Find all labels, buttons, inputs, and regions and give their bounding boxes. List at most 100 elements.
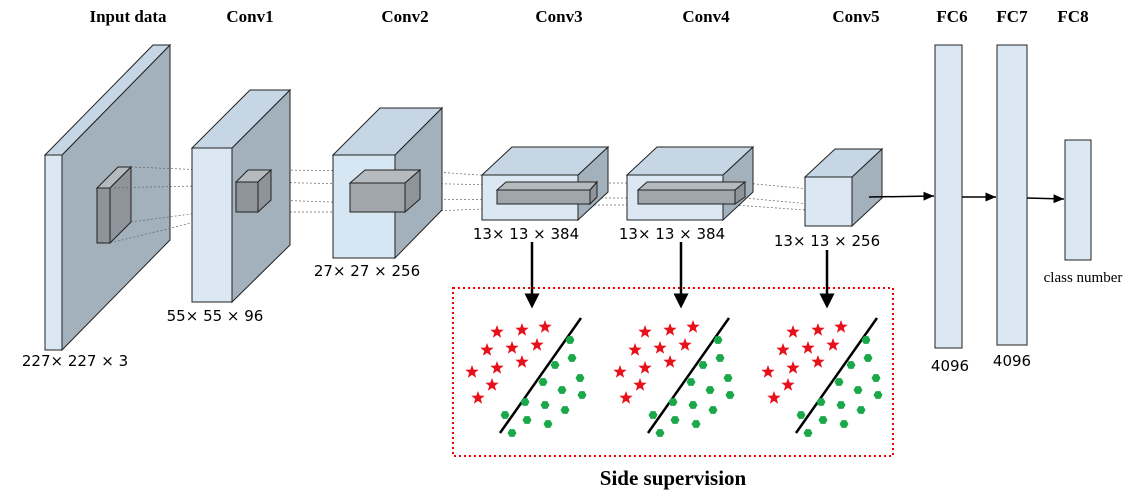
star <box>638 361 651 374</box>
conv3-block <box>482 147 608 220</box>
hexagon <box>874 391 883 399</box>
hexagon <box>551 361 560 369</box>
fc8-block <box>1065 140 1091 260</box>
hexagon <box>501 411 510 419</box>
hexagon <box>541 401 550 409</box>
hexagon <box>835 378 844 386</box>
hexagon <box>669 398 678 406</box>
star <box>678 338 691 351</box>
layer-size: 13× 13 × 384 <box>619 225 725 243</box>
hexagon <box>699 361 708 369</box>
hexagon <box>687 378 696 386</box>
star <box>781 378 794 391</box>
hexagon <box>544 420 553 428</box>
layer-title: Conv1 <box>226 7 273 26</box>
hexagon <box>726 391 735 399</box>
hexagon <box>840 420 849 428</box>
star <box>485 378 498 391</box>
hexagon <box>689 401 698 409</box>
hexagon <box>671 416 680 424</box>
hexagon <box>508 429 517 437</box>
hexagon <box>847 361 856 369</box>
hexagon <box>854 386 863 394</box>
side-supervision-box <box>453 288 893 456</box>
star <box>834 320 847 333</box>
star <box>538 320 551 333</box>
hexagon <box>521 398 530 406</box>
star <box>515 323 528 336</box>
arrow <box>1027 198 1064 199</box>
star <box>490 361 503 374</box>
star <box>761 365 774 378</box>
star <box>465 365 478 378</box>
conv2-block <box>333 108 442 258</box>
star <box>826 338 839 351</box>
star <box>686 320 699 333</box>
layer-size: class number <box>1044 270 1123 286</box>
layer-size: 13× 13 × 384 <box>473 225 579 243</box>
layer-title: Conv5 <box>832 7 879 26</box>
side-supervision-label: Side supervision <box>600 466 747 490</box>
hexagon <box>724 374 733 382</box>
layer-title: Conv4 <box>682 7 730 26</box>
star <box>530 338 543 351</box>
layer-size: 55× 55 × 96 <box>167 307 264 325</box>
hexagon <box>523 416 532 424</box>
hexagon <box>857 406 866 414</box>
star <box>515 355 528 368</box>
hexagon <box>864 354 873 362</box>
separator-line <box>648 318 729 433</box>
star <box>811 355 824 368</box>
hexagon <box>716 354 725 362</box>
layer-size: 4096 <box>931 357 969 375</box>
hexagon <box>578 391 587 399</box>
star <box>638 325 651 338</box>
star <box>505 341 518 354</box>
conv4-block <box>627 147 753 220</box>
scatter-panels <box>465 318 882 437</box>
hexagon <box>649 411 658 419</box>
layer-size: 4096 <box>993 352 1031 370</box>
hexagon <box>804 429 813 437</box>
hexagon <box>817 398 826 406</box>
fc6-block <box>935 45 962 348</box>
conv5-block <box>805 149 882 226</box>
hexagon <box>692 420 701 428</box>
star <box>619 391 632 404</box>
hexagon <box>709 406 718 414</box>
star <box>801 341 814 354</box>
star <box>628 343 641 356</box>
layer-title: Conv3 <box>535 7 582 26</box>
hexagon <box>558 386 567 394</box>
separator-line <box>500 318 581 433</box>
layer-size: 27× 27 × 256 <box>314 262 420 280</box>
star <box>653 341 666 354</box>
fc7-block <box>997 45 1027 345</box>
hexagon <box>706 386 715 394</box>
hexagon <box>539 378 548 386</box>
star <box>490 325 503 338</box>
layer-title: FC7 <box>996 7 1028 26</box>
star <box>776 343 789 356</box>
star <box>811 323 824 336</box>
hexagon <box>568 354 577 362</box>
layer-title: Input data <box>89 7 167 26</box>
hexagon <box>837 401 846 409</box>
star <box>663 355 676 368</box>
cnn-diagram: Input data Conv1 Conv2 Conv3 Conv4 Conv5… <box>0 0 1138 494</box>
hexagon <box>561 406 570 414</box>
star <box>613 365 626 378</box>
star <box>786 325 799 338</box>
star <box>786 361 799 374</box>
star <box>663 323 676 336</box>
layer-size: 227× 227 × 3 <box>22 352 128 370</box>
hexagon <box>656 429 665 437</box>
conv1-block <box>192 90 290 302</box>
arrow <box>869 196 934 197</box>
hexagon <box>576 374 585 382</box>
layer-title: FC8 <box>1057 7 1088 26</box>
hexagon <box>819 416 828 424</box>
layer-title: FC6 <box>936 7 967 26</box>
star <box>767 391 780 404</box>
star <box>633 378 646 391</box>
